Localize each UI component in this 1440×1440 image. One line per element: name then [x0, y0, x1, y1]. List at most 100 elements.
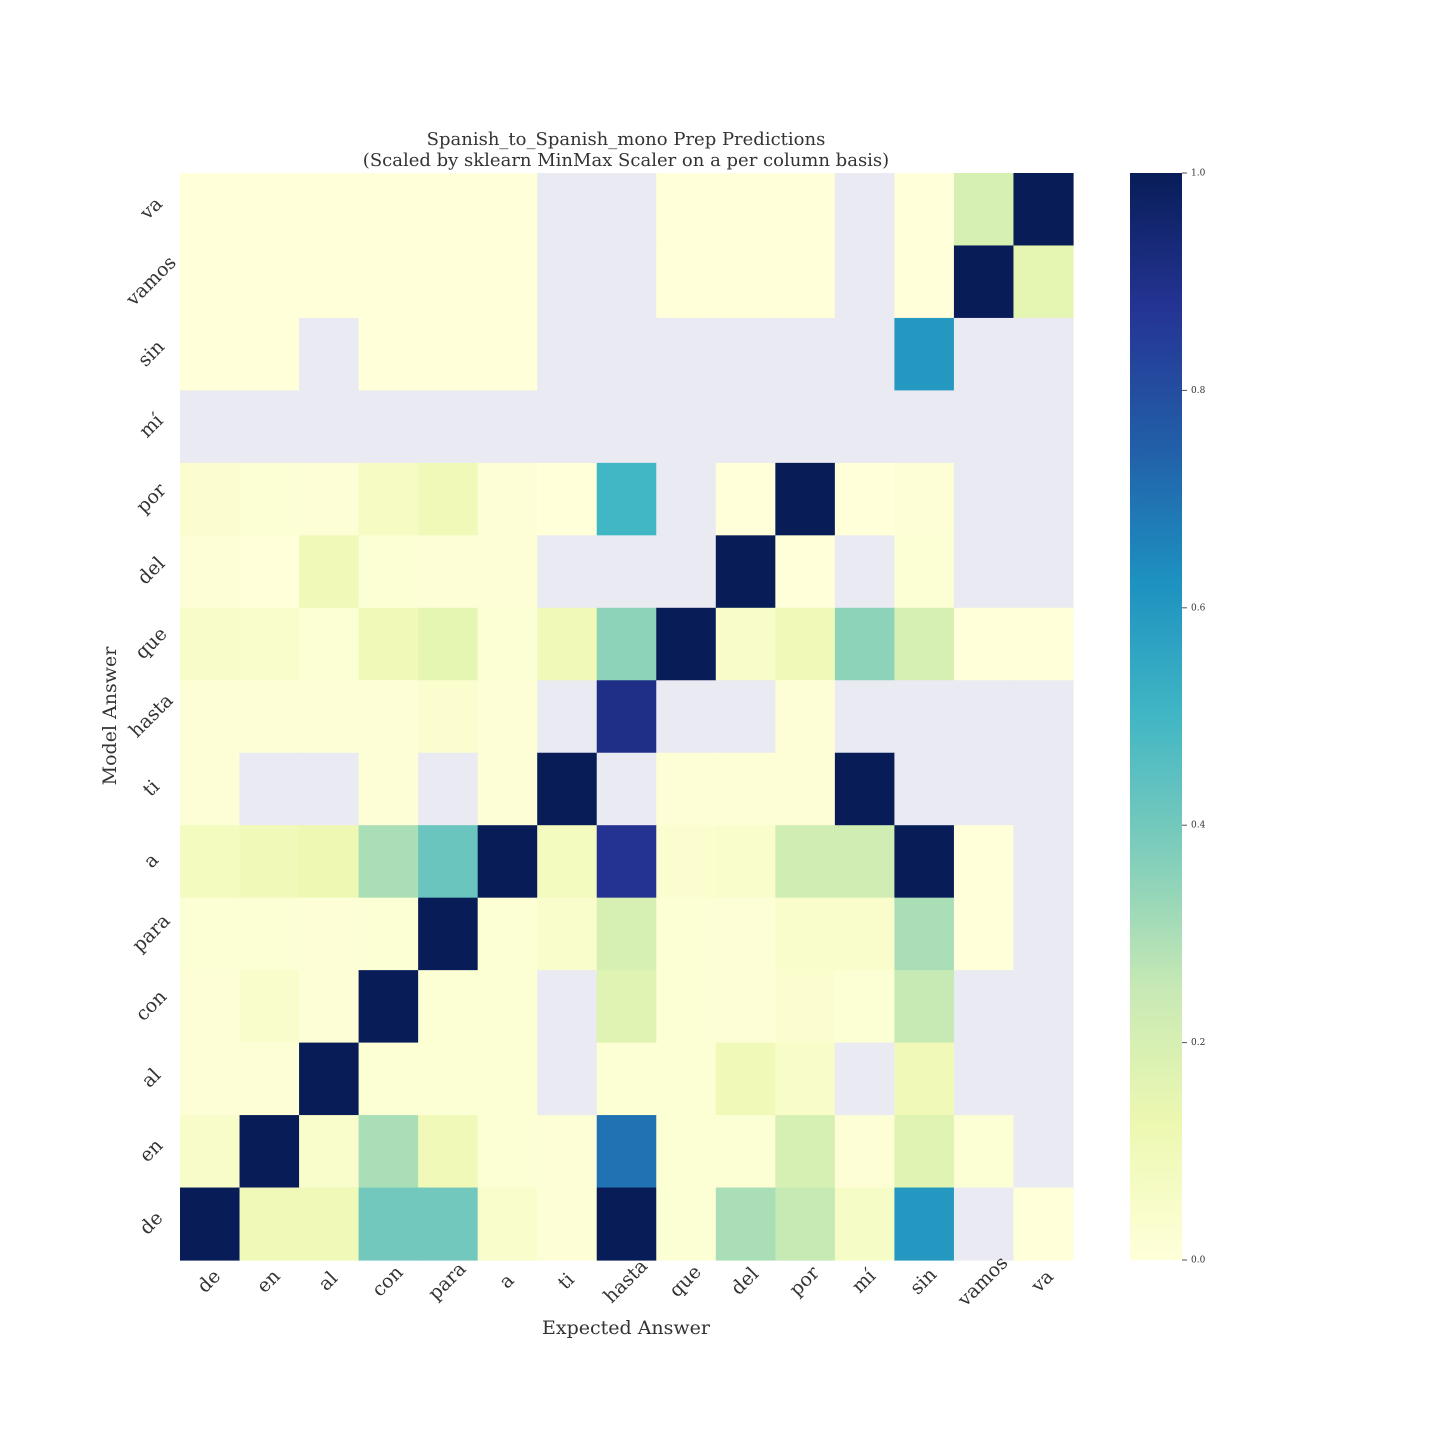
heatmap-cell-hasta-por [775, 680, 836, 754]
heatmap-cell-de-sin [894, 1187, 955, 1261]
heatmap-cell-en-para [418, 1115, 479, 1189]
heatmap-cell-para-que [656, 897, 717, 971]
heatmap-cell-para-al [299, 897, 360, 971]
chart-title: Spanish_to_Spanish_mono Prep Predictions [427, 129, 826, 150]
heatmap-cell-mí-para [418, 390, 479, 464]
heatmap-cell-al-que [656, 1042, 717, 1116]
heatmap-cell-ti-vamos [953, 752, 1015, 826]
heatmap-cell-de-por [775, 1187, 836, 1261]
colorbar-tick-label: 0.8 [1191, 386, 1206, 396]
heatmap-cell-para-a [477, 897, 538, 971]
y-axis-label: Model Answer [99, 646, 121, 786]
heatmap-cell-ti-en [239, 752, 300, 826]
heatmap-cell-del-a [477, 535, 538, 609]
heatmap-cell-ti-al [299, 752, 360, 826]
heatmap-cell-de-hasta [596, 1187, 657, 1261]
heatmap-cell-sin-que [656, 317, 717, 391]
heatmap-cell-sin-a [477, 317, 538, 391]
heatmap-cell-mí-sin [894, 390, 955, 464]
heatmap-cell-a-del [715, 825, 776, 899]
heatmap-cell-a-hasta [596, 825, 657, 899]
y-tick-label: ti [139, 776, 164, 801]
heatmap-cell-por-por [775, 462, 836, 536]
heatmap-cell-que-vamos [953, 607, 1015, 681]
heatmap-cell-a-con [358, 825, 419, 899]
heatmap-cell-de-que [656, 1187, 717, 1261]
heatmap-cell-mí-por [775, 390, 836, 464]
heatmap-cell-para-mí [834, 897, 895, 971]
heatmap-cell-por-del [715, 462, 776, 536]
heatmap-cell-ti-del [715, 752, 776, 826]
heatmap-cell-mí-de [180, 390, 241, 464]
heatmap-cell-en-hasta [596, 1115, 657, 1189]
heatmap-cell-que-al [299, 607, 360, 681]
x-tick-labels: de en al con para a ti hasta que del por mí sin vamos… [193, 1252, 1058, 1312]
heatmap-cell-del-que [656, 535, 717, 609]
heatmap-cell-del-para [418, 535, 479, 609]
y-tick-label: en [135, 1135, 167, 1167]
y-tick-label: que [131, 623, 172, 664]
heatmap-cell-del-ti [537, 535, 598, 609]
heatmap-cell-que-ti [537, 607, 598, 681]
heatmap-cell-del-de [180, 535, 241, 609]
heatmap-cell-vamos-ti [537, 245, 598, 319]
heatmap-cell-va-ti [537, 173, 598, 247]
heatmap-cell-al-va [1013, 1042, 1074, 1116]
heatmap-cell-al-para [418, 1042, 479, 1116]
heatmap-cell-sin-va [1013, 317, 1074, 391]
heatmap-cell-al-en [239, 1042, 300, 1116]
heatmap-cell-que-mí [834, 607, 895, 681]
heatmap-cell-hasta-con [358, 680, 419, 754]
heatmap-cell-por-en [239, 462, 300, 536]
y-tick-labels: va vamos sin mí por del que hasta ti a para con al en… [121, 193, 181, 1239]
colorbar-gradient [1130, 173, 1182, 1260]
heatmap-cell-que-para [418, 607, 479, 681]
heatmap-cell-por-a [477, 462, 538, 536]
heatmap-cell-al-mí [834, 1042, 895, 1116]
heatmap-cell-hasta-va [1013, 680, 1074, 754]
heatmap-cell-va-para [418, 173, 479, 247]
heatmap-cell-al-al [299, 1042, 360, 1116]
heatmap-cell-por-que [656, 462, 717, 536]
heatmap-cell-del-al [299, 535, 360, 609]
y-tick-label: vamos [121, 252, 181, 312]
heatmap-cell-de-mí [834, 1187, 895, 1261]
heatmap-cell-con-hasta [596, 970, 657, 1044]
heatmap-cell-que-va [1013, 607, 1074, 681]
heatmap-cell-sin-para [418, 317, 479, 391]
heatmap-cell-sin-de [180, 317, 241, 391]
heatmap-cell-hasta-mí [834, 680, 895, 754]
y-tick-label: al [137, 1064, 165, 1092]
y-tick-label: va [135, 193, 167, 225]
heatmap-cell-va-va [1013, 173, 1074, 247]
heatmap-cell-con-en [239, 970, 300, 1044]
heatmap-cell-ti-por [775, 752, 836, 826]
heatmap-cell-hasta-para [418, 680, 479, 754]
heatmap-cell-de-para [418, 1187, 479, 1261]
heatmap-cell-a-por [775, 825, 836, 899]
x-tick-label: a [495, 1270, 519, 1294]
heatmap-cell-al-hasta [596, 1042, 657, 1116]
heatmap-cell-ti-va [1013, 752, 1074, 826]
heatmap-cell-hasta-del [715, 680, 776, 754]
x-axis-label: Expected Answer [542, 1317, 711, 1339]
heatmap-cell-a-va [1013, 825, 1074, 899]
heatmap-cell-de-vamos [953, 1187, 1015, 1261]
heatmap-cell-va-a [477, 173, 538, 247]
heatmap-cell-del-por [775, 535, 836, 609]
heatmap-cell-con-que [656, 970, 717, 1044]
heatmap-cell-con-va [1013, 970, 1074, 1044]
heatmap-cell-a-al [299, 825, 360, 899]
heatmap-cell-con-a [477, 970, 538, 1044]
heatmap-cell-vamos-a [477, 245, 538, 319]
x-tick-label: con [368, 1261, 408, 1301]
heatmap-cell-ti-hasta [596, 752, 657, 826]
heatmap-cell-va-al [299, 173, 360, 247]
heatmap-cell-va-hasta [596, 173, 657, 247]
heatmap-cell-con-para [418, 970, 479, 1044]
heatmap-cell-hasta-al [299, 680, 360, 754]
heatmap-cell-va-que [656, 173, 717, 247]
heatmap-cell-en-por [775, 1115, 836, 1189]
heatmap-cell-mí-va [1013, 390, 1074, 464]
heatmap-cell-vamos-del [715, 245, 776, 319]
